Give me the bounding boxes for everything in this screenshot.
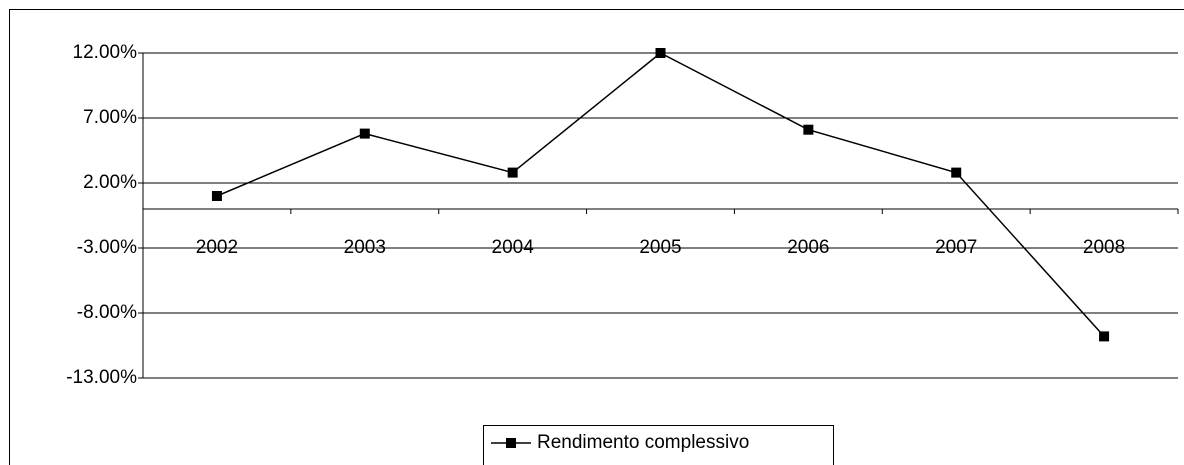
legend-label: Rendimento complessivo [537,432,749,453]
plot-area [143,53,1178,378]
x-tick-label: 2006 [787,237,829,258]
marker [951,167,962,178]
y-tick-label: -3.00% [77,237,137,258]
x-tick-label: 2008 [1083,237,1125,258]
marker [359,128,370,139]
marker [1099,331,1110,342]
x-tick-label: 2002 [196,237,238,258]
x-tick-label: 2004 [492,237,535,258]
marker [507,167,518,178]
y-tick-label: -13.00% [66,367,137,388]
y-tick-label: 7.00% [83,107,137,128]
y-tick-label: -8.00% [77,302,137,323]
x-tick-label: 2007 [935,237,977,258]
y-tick-label: 12.00% [73,42,138,63]
y-tick-label: 2.00% [83,172,137,193]
marker [211,191,222,201]
legend-marker [506,438,516,448]
marker [655,48,666,58]
legend-box [483,425,834,465]
marker [803,124,814,135]
x-tick-label: 2003 [344,237,386,258]
x-tick-label: 2005 [639,237,681,258]
